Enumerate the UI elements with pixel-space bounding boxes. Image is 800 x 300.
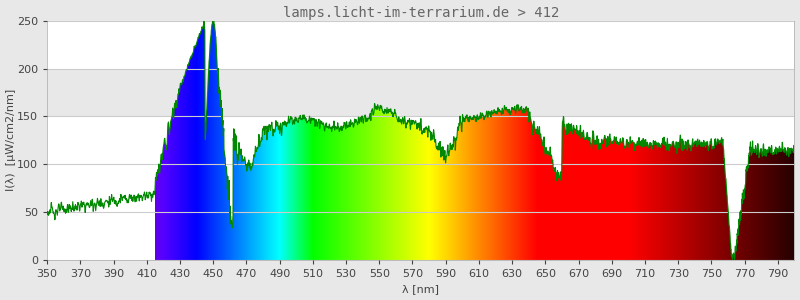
Title: lamps.licht-im-terrarium.de > 412: lamps.licht-im-terrarium.de > 412 bbox=[282, 6, 559, 20]
Bar bbox=[47, 68, 794, 116]
X-axis label: λ [nm]: λ [nm] bbox=[402, 284, 439, 294]
Y-axis label: I(λ)  [µW/cm2/nm]: I(λ) [µW/cm2/nm] bbox=[6, 89, 15, 191]
